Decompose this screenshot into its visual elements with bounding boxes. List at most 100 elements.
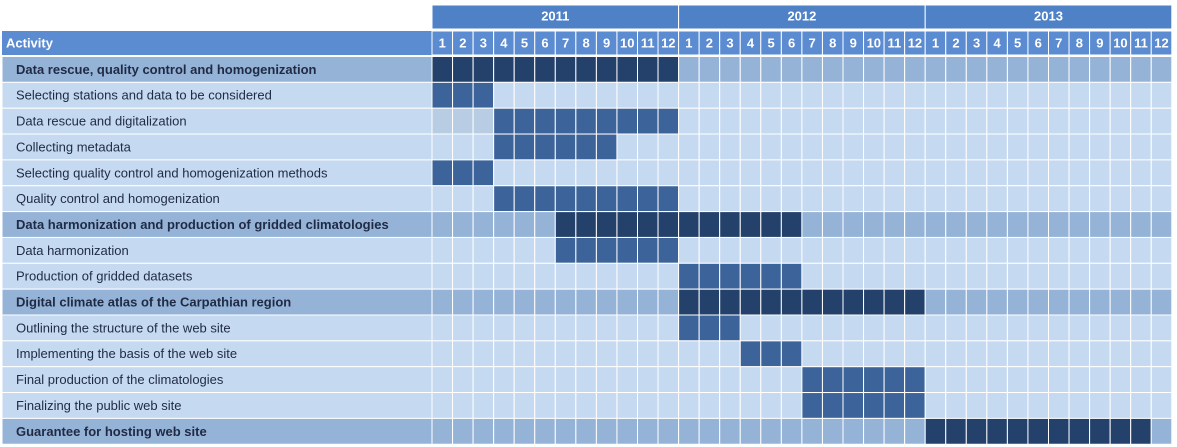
timeline-cell xyxy=(924,392,947,419)
timeline-cell xyxy=(472,392,495,419)
timeline-cell xyxy=(821,211,844,238)
timeline-cell xyxy=(924,159,947,187)
timeline-cell xyxy=(821,417,844,445)
timeline-cell xyxy=(945,185,967,213)
timeline-cell xyxy=(534,366,556,394)
timeline-cell xyxy=(904,81,926,109)
timeline-cell xyxy=(1109,288,1132,316)
timeline-cell xyxy=(986,340,1008,368)
timeline-cell xyxy=(1150,211,1173,238)
timeline-cell xyxy=(760,314,782,342)
timeline-cell xyxy=(595,417,618,445)
timeline-cell xyxy=(801,340,823,368)
timeline-cell xyxy=(1006,314,1029,342)
timeline-cell xyxy=(554,340,577,368)
timeline-cell xyxy=(616,81,639,109)
timeline-cell xyxy=(513,236,536,264)
timeline-cell xyxy=(1089,314,1111,342)
timeline-cell xyxy=(1006,288,1029,316)
timeline-cell xyxy=(698,133,721,161)
timeline-cell xyxy=(1130,288,1152,316)
timeline-cell xyxy=(1006,185,1029,213)
timeline-cell xyxy=(1109,81,1132,109)
timeline-cell xyxy=(493,288,515,316)
gantt-bar-cell xyxy=(739,262,762,290)
gantt-bar-cell xyxy=(575,211,597,238)
gantt-bar-cell xyxy=(1048,417,1070,445)
timeline-cell xyxy=(472,314,495,342)
gantt-bar-cell xyxy=(698,288,721,316)
timeline-cell xyxy=(904,107,926,135)
timeline-cell xyxy=(1027,159,1049,187)
gantt-bar-cell xyxy=(513,107,536,135)
timeline-cell xyxy=(965,159,988,187)
gantt-bar-cell xyxy=(863,366,885,394)
timeline-cell xyxy=(1027,392,1049,419)
timeline-cell xyxy=(1068,211,1091,238)
year-label-2011: 2011 xyxy=(541,8,569,23)
timeline-cell xyxy=(821,340,844,368)
timeline-cell xyxy=(1130,262,1152,290)
timeline-cell xyxy=(986,236,1008,264)
gantt-bar-cell xyxy=(760,340,782,368)
timeline-cell xyxy=(1048,262,1070,290)
timeline-cell xyxy=(657,288,680,316)
timeline-cell xyxy=(657,392,680,419)
month-header-cell xyxy=(1150,30,1173,56)
timeline-cell xyxy=(554,314,577,342)
timeline-cell xyxy=(452,211,474,238)
timeline-cell xyxy=(698,107,721,135)
timeline-cell xyxy=(760,81,782,109)
gantt-bar-cell xyxy=(554,211,577,238)
timeline-cell xyxy=(1089,366,1111,394)
gantt-bar-cell xyxy=(657,56,680,83)
month-label: 8 xyxy=(1076,35,1083,50)
gantt-bar-cell xyxy=(534,56,556,83)
timeline-cell xyxy=(1150,236,1173,264)
timeline-cell xyxy=(575,392,597,419)
timeline-cell xyxy=(431,392,454,419)
timeline-cell xyxy=(986,288,1008,316)
timeline-cell xyxy=(883,159,906,187)
timeline-cell xyxy=(739,366,762,394)
timeline-cell xyxy=(1006,340,1029,368)
timeline-cell xyxy=(1068,392,1091,419)
timeline-cell xyxy=(986,366,1008,394)
timeline-cell xyxy=(965,314,988,342)
timeline-cell xyxy=(780,133,803,161)
timeline-cell xyxy=(739,159,762,187)
timeline-cell xyxy=(883,107,906,135)
timeline-cell xyxy=(924,366,947,394)
gantt-bar-cell xyxy=(719,314,741,342)
timeline-cell xyxy=(986,262,1008,290)
timeline-cell xyxy=(637,159,659,187)
timeline-cell xyxy=(1089,211,1111,238)
gantt-bar-cell xyxy=(595,185,618,213)
gantt-bar-cell xyxy=(554,236,577,264)
gantt-bar-cell xyxy=(575,107,597,135)
timeline-cell xyxy=(883,340,906,368)
timeline-cell xyxy=(945,340,967,368)
timeline-cell xyxy=(616,392,639,419)
timeline-cell xyxy=(780,81,803,109)
gantt-bar-cell xyxy=(657,211,680,238)
gantt-bar-cell xyxy=(595,133,618,161)
timeline-cell xyxy=(637,417,659,445)
timeline-cell xyxy=(924,314,947,342)
group-row-label-cell xyxy=(1,288,433,316)
timeline-cell xyxy=(534,262,556,290)
timeline-cell xyxy=(760,107,782,135)
timeline-cell xyxy=(452,392,474,419)
timeline-cell xyxy=(452,314,474,342)
timeline-cell xyxy=(472,133,495,161)
timeline-cell xyxy=(1048,107,1070,135)
timeline-cell xyxy=(821,159,844,187)
gantt-bar-cell xyxy=(637,56,659,83)
timeline-cell xyxy=(534,81,556,109)
timeline-cell xyxy=(1048,159,1070,187)
timeline-cell xyxy=(554,288,577,316)
gantt-bar-cell xyxy=(698,262,721,290)
gantt-bar-cell xyxy=(739,288,762,316)
timeline-cell xyxy=(616,159,639,187)
timeline-cell xyxy=(493,262,515,290)
